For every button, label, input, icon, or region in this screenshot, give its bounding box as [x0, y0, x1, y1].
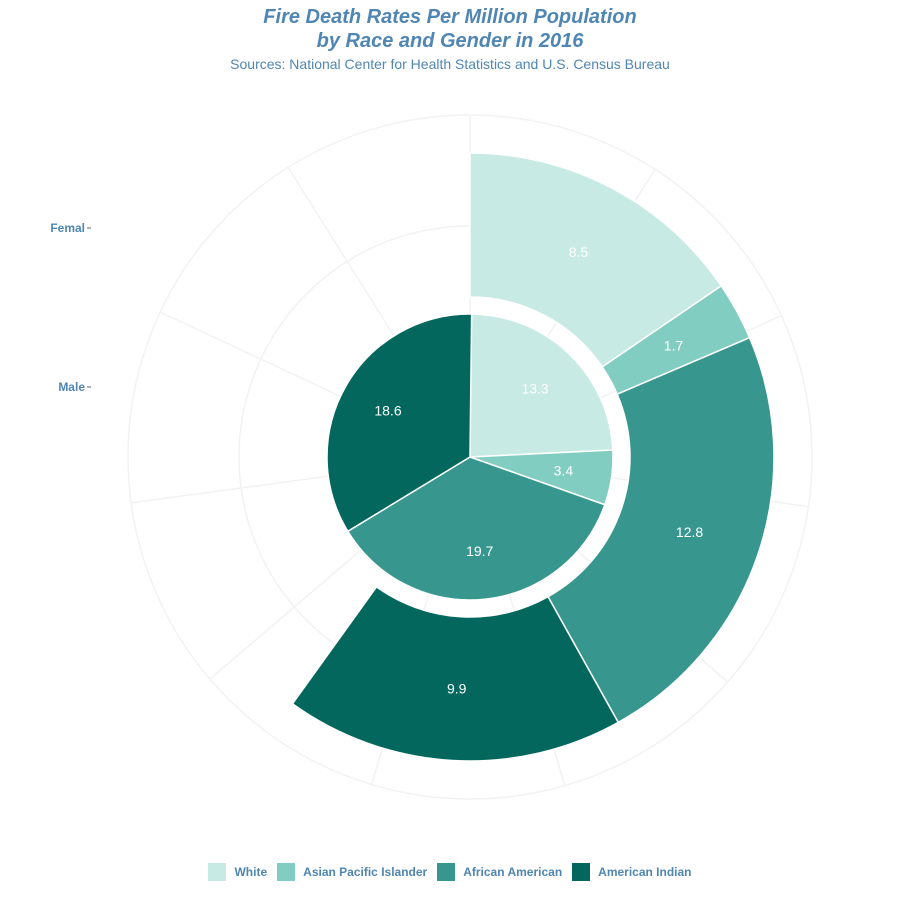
ring-tick-label-male: Male: [58, 380, 85, 394]
value-label-male-american-indian: 18.6: [374, 402, 401, 418]
legend-label-african-american: African American: [463, 865, 563, 879]
wedge-femal-american-indian: [291, 585, 620, 762]
legend-label-asian-pacific-islander: Asian Pacific Islander: [303, 865, 428, 879]
legend: White Asian Pacific Islander African Ame…: [0, 863, 900, 881]
legend-label-american-indian: American Indian: [598, 865, 692, 879]
legend-label-white: White: [234, 865, 268, 879]
legend-swatch-african-american: [437, 863, 456, 881]
legend-item-asian-pacific-islander: Asian Pacific Islander: [277, 863, 427, 881]
chart-title-line-2: by Race and Gender in 2016: [316, 30, 584, 52]
value-label-femal-asian-pacific-islander: 1.7: [664, 338, 684, 354]
chart-title-line-1: Fire Death Rates Per Million Population: [263, 6, 637, 28]
wedge-male-white: [469, 313, 614, 458]
wedge-femal-african-american: [546, 336, 775, 724]
legend-item-white: White: [208, 863, 267, 881]
value-label-femal-white: 8.5: [569, 244, 589, 260]
ring-male: [326, 313, 614, 601]
value-label-femal-american-indian: 9.9: [447, 681, 467, 697]
wedge-femal-white: [469, 152, 723, 368]
ring-tick-label-femal: Femal: [50, 221, 85, 235]
value-label-male-white: 13.3: [521, 381, 548, 397]
ring-femal: [291, 152, 775, 762]
value-label-male-asian-pacific-islander: 3.4: [554, 463, 574, 479]
chart-subtitle: Sources: National Center for Health Stat…: [230, 56, 670, 72]
legend-swatch-asian-pacific-islander: [277, 863, 296, 881]
value-label-male-african-american: 19.7: [466, 543, 493, 559]
legend-item-american-indian: American Indian: [572, 863, 692, 881]
wedge-male-american-indian: [326, 313, 473, 533]
value-label-femal-african-american: 12.8: [676, 524, 703, 540]
legend-item-african-american: African American: [437, 863, 562, 881]
legend-swatch-white: [208, 863, 227, 881]
legend-swatch-american-indian: [572, 863, 591, 881]
